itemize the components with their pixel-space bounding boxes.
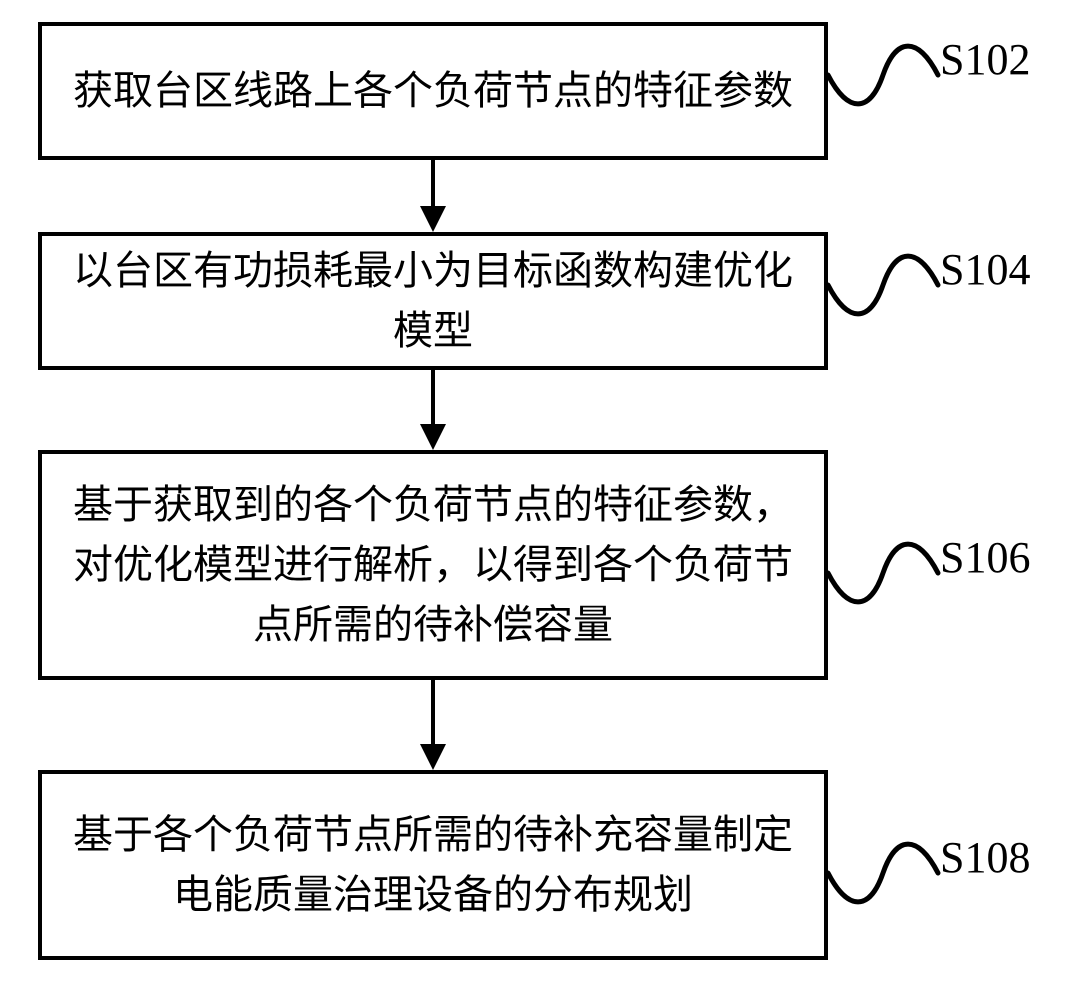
wave-connector-s104	[828, 250, 938, 320]
step-box-s106: 基于获取到的各个负荷节点的特征参数，对优化模型进行解析，以得到各个负荷节点所需的…	[38, 450, 828, 680]
step-box-s104: 以台区有功损耗最小为目标函数构建优化模型	[38, 232, 828, 370]
flowchart-canvas: 获取台区线路上各个负荷节点的特征参数 S102 以台区有功损耗最小为目标函数构建优化…	[0, 0, 1084, 989]
step-label-s106: S106	[940, 532, 1030, 583]
wave-connector-s102	[828, 40, 938, 110]
wave-connector-s106	[828, 538, 938, 608]
step-label-s102: S102	[940, 34, 1030, 85]
arrow-2	[420, 370, 446, 450]
arrow-1	[420, 160, 446, 232]
step-box-s108: 基于各个负荷节点所需的待补充容量制定电能质量治理设备的分布规划	[38, 770, 828, 960]
step-text: 以台区有功损耗最小为目标函数构建优化模型	[62, 241, 804, 361]
wave-connector-s108	[828, 838, 938, 908]
step-text: 基于各个负荷节点所需的待补充容量制定电能质量治理设备的分布规划	[62, 805, 804, 925]
step-text: 获取台区线路上各个负荷节点的特征参数	[73, 61, 793, 121]
step-text: 基于获取到的各个负荷节点的特征参数，对优化模型进行解析，以得到各个负荷节点所需的…	[62, 475, 804, 655]
step-label-s108: S108	[940, 832, 1030, 883]
arrow-3	[420, 680, 446, 770]
step-label-s104: S104	[940, 244, 1030, 295]
step-box-s102: 获取台区线路上各个负荷节点的特征参数	[38, 22, 828, 160]
